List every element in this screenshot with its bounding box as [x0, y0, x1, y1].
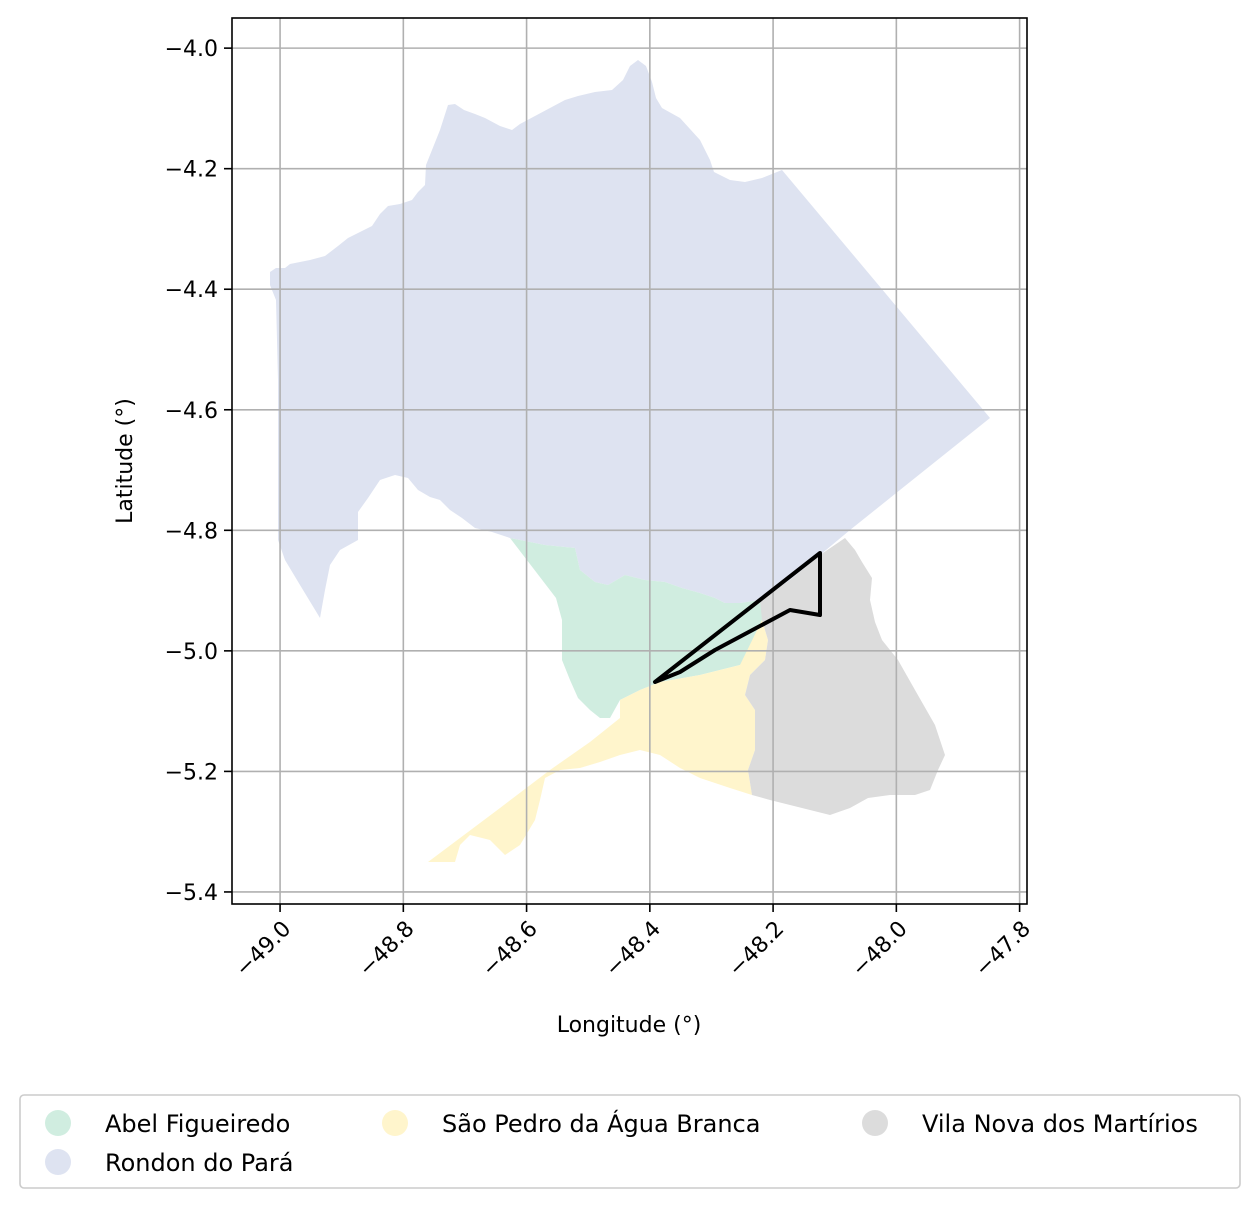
legend-label-rondon-do-para: Rondon do Pará [105, 1149, 293, 1177]
x-tick-label: −48.8 [354, 917, 419, 982]
axes-frame [231, 17, 1028, 905]
x-tick-label: −48.4 [601, 917, 666, 982]
y-tick-label: −4.0 [165, 37, 218, 62]
y-tick-label: −4.8 [165, 519, 218, 544]
y-tick-label: −5.2 [165, 760, 218, 785]
region-sao-pedro-da-agua-branca [428, 620, 768, 862]
grid-lines [232, 18, 1027, 904]
x-axis-ticks: −49.0 −48.8 −48.6 −48.4 −48.2 −48.0 −47.8 [231, 904, 1036, 982]
regions [270, 60, 990, 862]
selected-area-outline [653, 551, 822, 684]
x-axis-title: Longitude (°) [557, 1013, 702, 1038]
region-vila-nova-dos-martirios [745, 538, 945, 815]
y-tick-label: −5.0 [165, 640, 218, 665]
legend: Abel Figueiredo São Pedro da Água Branca… [19, 1094, 1241, 1189]
legend-marker-abel-figueiredo [45, 1110, 71, 1136]
y-tick-label: −4.6 [165, 399, 218, 424]
y-tick-label: −4.2 [165, 158, 218, 183]
y-axis-title: Latitude (°) [113, 398, 138, 524]
legend-marker-rondon-do-para [45, 1149, 71, 1175]
legend-label-vila-nova-dos-martirios: Vila Nova dos Martírios [922, 1110, 1198, 1138]
region-rondon-do-para [270, 60, 990, 618]
x-tick-label: −48.0 [847, 917, 912, 982]
y-axis-ticks: −4.0 −4.2 −4.4 −4.6 −4.8 −5.0 −5.2 −5.4 [165, 37, 232, 906]
legend-marker-sao-pedro-da-agua-branca [382, 1110, 408, 1136]
legend-label-sao-pedro-da-agua-branca: São Pedro da Água Branca [442, 1109, 760, 1138]
x-tick-label: −48.2 [724, 917, 789, 982]
x-tick-label: −47.8 [970, 917, 1035, 982]
y-tick-label: −5.4 [165, 881, 218, 906]
x-tick-label: −49.0 [231, 917, 296, 982]
legend-label-abel-figueiredo: Abel Figueiredo [105, 1110, 290, 1138]
legend-marker-vila-nova-dos-martirios [862, 1110, 888, 1136]
x-tick-label: −48.6 [477, 917, 542, 982]
legend-frame [19, 1094, 1241, 1189]
region-abel-figueiredo [510, 538, 765, 718]
y-tick-label: −4.4 [165, 278, 218, 303]
